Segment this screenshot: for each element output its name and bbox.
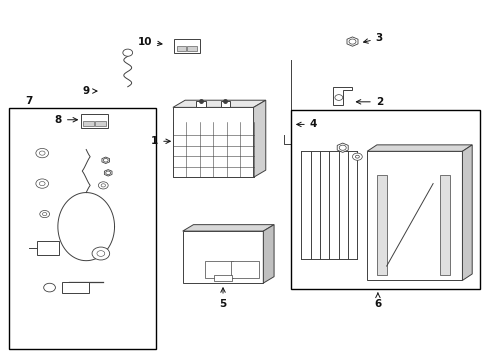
Circle shape	[97, 251, 105, 256]
Bar	[174, 39, 199, 53]
Bar	[81, 114, 108, 128]
Circle shape	[103, 158, 108, 162]
Bar	[214, 275, 232, 281]
Circle shape	[36, 148, 49, 158]
Bar	[187, 46, 197, 51]
Polygon shape	[333, 87, 352, 105]
Circle shape	[101, 184, 105, 187]
Polygon shape	[102, 157, 110, 163]
Circle shape	[39, 181, 45, 186]
Bar	[183, 231, 263, 283]
Text: 6: 6	[374, 293, 382, 309]
Bar	[441, 175, 450, 275]
Polygon shape	[183, 225, 274, 231]
Bar	[176, 46, 186, 51]
Circle shape	[98, 182, 108, 189]
Polygon shape	[337, 143, 348, 152]
Text: 1: 1	[151, 136, 171, 146]
Circle shape	[123, 49, 133, 56]
Polygon shape	[263, 225, 274, 283]
Circle shape	[335, 95, 343, 100]
Bar	[83, 121, 94, 126]
Circle shape	[355, 155, 359, 158]
Bar	[220, 101, 230, 107]
Bar	[62, 282, 89, 293]
Text: 3: 3	[364, 33, 383, 43]
Text: 5: 5	[220, 288, 227, 309]
Bar	[367, 151, 463, 280]
Bar	[377, 175, 387, 275]
Text: 8: 8	[55, 115, 77, 125]
Circle shape	[339, 145, 346, 150]
Bar	[292, 110, 480, 289]
Text: 7: 7	[25, 96, 33, 106]
Circle shape	[36, 179, 49, 188]
Circle shape	[40, 211, 49, 218]
Circle shape	[43, 212, 47, 216]
Bar	[173, 107, 253, 177]
Bar	[37, 241, 59, 255]
Circle shape	[92, 247, 110, 260]
Bar	[196, 101, 206, 107]
Polygon shape	[104, 170, 112, 176]
Text: 2: 2	[356, 97, 383, 107]
Text: 4: 4	[297, 120, 317, 129]
Polygon shape	[253, 100, 266, 177]
Circle shape	[106, 171, 111, 175]
Circle shape	[349, 39, 356, 44]
Polygon shape	[173, 100, 266, 107]
Bar	[95, 121, 106, 126]
Bar	[231, 261, 259, 278]
Polygon shape	[463, 145, 472, 280]
Bar	[9, 108, 156, 348]
Polygon shape	[347, 37, 358, 46]
Polygon shape	[367, 145, 472, 151]
Circle shape	[44, 283, 55, 292]
Text: 9: 9	[83, 86, 97, 96]
Text: 10: 10	[138, 37, 162, 47]
Circle shape	[39, 151, 45, 155]
Circle shape	[352, 153, 362, 160]
Bar	[205, 261, 234, 278]
